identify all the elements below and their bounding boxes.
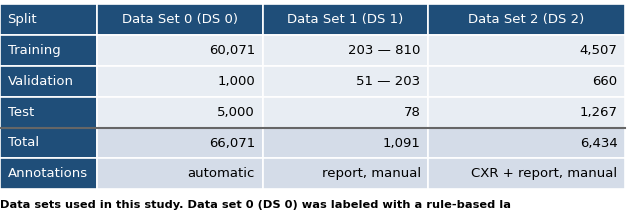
Text: 6,434: 6,434 bbox=[580, 136, 618, 150]
Text: Data sets used in this study. Data set 0 (DS 0) was labeled with a rule-based la: Data sets used in this study. Data set 0… bbox=[0, 200, 511, 210]
Bar bbox=[97, 4, 262, 35]
Text: 4,507: 4,507 bbox=[580, 44, 618, 57]
Text: Data Set 1 (DS 1): Data Set 1 (DS 1) bbox=[287, 13, 403, 26]
Text: Split: Split bbox=[8, 13, 37, 26]
Bar bbox=[262, 35, 428, 66]
Text: 660: 660 bbox=[593, 75, 618, 88]
Text: 78: 78 bbox=[404, 106, 420, 119]
Bar bbox=[0, 158, 97, 189]
Text: 66,071: 66,071 bbox=[209, 136, 255, 150]
Text: CXR + report, manual: CXR + report, manual bbox=[472, 167, 618, 180]
Text: Annotations: Annotations bbox=[8, 167, 88, 180]
Text: Data Set 0 (DS 0): Data Set 0 (DS 0) bbox=[122, 13, 237, 26]
Bar bbox=[428, 35, 625, 66]
Text: automatic: automatic bbox=[188, 167, 255, 180]
Bar bbox=[0, 128, 97, 158]
Bar bbox=[262, 128, 428, 158]
Bar bbox=[97, 158, 262, 189]
Bar bbox=[262, 4, 428, 35]
Bar bbox=[428, 66, 625, 97]
Text: Total: Total bbox=[8, 136, 38, 150]
Bar bbox=[97, 128, 262, 158]
Bar bbox=[0, 97, 97, 128]
Bar bbox=[97, 35, 262, 66]
Text: 203 — 810: 203 — 810 bbox=[348, 44, 420, 57]
Text: 1,091: 1,091 bbox=[383, 136, 420, 150]
Text: 1,000: 1,000 bbox=[217, 75, 255, 88]
Text: 1,267: 1,267 bbox=[579, 106, 618, 119]
Bar bbox=[428, 128, 625, 158]
Bar bbox=[428, 158, 625, 189]
Text: 51 — 203: 51 — 203 bbox=[356, 75, 420, 88]
Bar bbox=[428, 4, 625, 35]
Bar bbox=[97, 66, 262, 97]
Bar bbox=[262, 158, 428, 189]
Bar bbox=[0, 35, 97, 66]
Bar bbox=[428, 97, 625, 128]
Text: Data Set 2 (DS 2): Data Set 2 (DS 2) bbox=[468, 13, 585, 26]
Text: Test: Test bbox=[8, 106, 34, 119]
Text: Validation: Validation bbox=[8, 75, 74, 88]
Bar bbox=[0, 66, 97, 97]
Bar bbox=[0, 4, 97, 35]
Text: 5,000: 5,000 bbox=[217, 106, 255, 119]
Text: report, manual: report, manual bbox=[321, 167, 420, 180]
Text: Training: Training bbox=[8, 44, 60, 57]
Bar bbox=[262, 66, 428, 97]
Bar bbox=[262, 97, 428, 128]
Text: 60,071: 60,071 bbox=[209, 44, 255, 57]
Bar bbox=[97, 97, 262, 128]
